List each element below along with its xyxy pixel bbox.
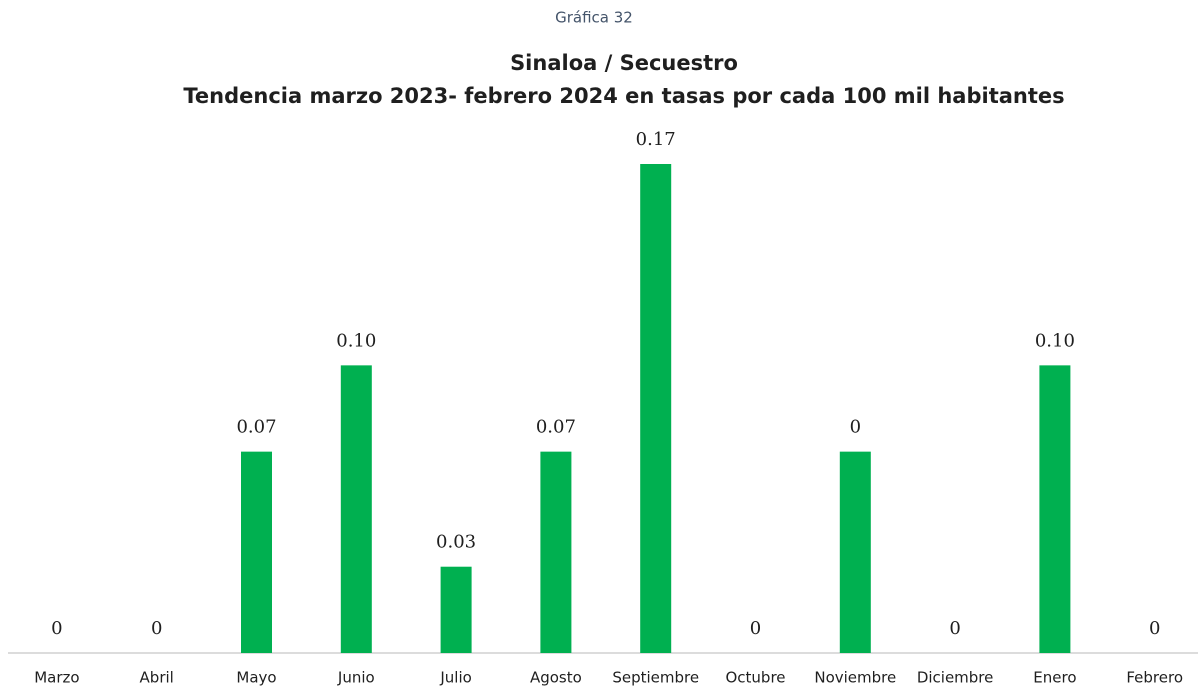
bar bbox=[241, 451, 272, 653]
data-label: 0 bbox=[1149, 618, 1160, 639]
data-label: 0.07 bbox=[536, 417, 576, 438]
bar bbox=[640, 164, 672, 653]
x-tick-label: Agosto bbox=[530, 669, 582, 687]
chart-title: Sinaloa / Secuestro bbox=[510, 51, 738, 75]
data-label: 0.03 bbox=[436, 532, 476, 553]
x-tick-label: Septiembre bbox=[612, 669, 699, 687]
x-tick-label: Mayo bbox=[236, 669, 276, 687]
data-label: 0 bbox=[151, 618, 162, 639]
x-tick-label: Julio bbox=[439, 669, 471, 687]
bar bbox=[540, 451, 572, 653]
data-label: 0.07 bbox=[236, 417, 276, 438]
x-tick-label: Junio bbox=[337, 669, 375, 687]
data-label: 0 bbox=[750, 618, 761, 639]
data-label: 0 bbox=[949, 618, 960, 639]
data-label: 0.10 bbox=[336, 330, 376, 351]
bar bbox=[440, 566, 472, 653]
x-tick-label: Noviembre bbox=[814, 669, 896, 687]
x-tick-label: Octubre bbox=[725, 669, 785, 687]
x-tick-label: Marzo bbox=[34, 669, 79, 687]
x-tick-label: Enero bbox=[1033, 669, 1076, 687]
data-label: 0 bbox=[51, 618, 62, 639]
caption: Gráfica 32 bbox=[555, 9, 633, 27]
x-tick-label: Abril bbox=[140, 669, 174, 687]
data-label: 0.17 bbox=[636, 129, 676, 150]
bar bbox=[1039, 365, 1071, 653]
chart-subtitle: Tendencia marzo 2023- febrero 2024 en ta… bbox=[183, 84, 1064, 108]
bar bbox=[340, 365, 372, 653]
x-tick-label: Diciembre bbox=[917, 669, 994, 687]
data-label: 0.10 bbox=[1035, 330, 1075, 351]
x-tick-label: Febrero bbox=[1126, 669, 1183, 687]
data-label: 0 bbox=[850, 417, 861, 438]
bar bbox=[839, 451, 871, 653]
